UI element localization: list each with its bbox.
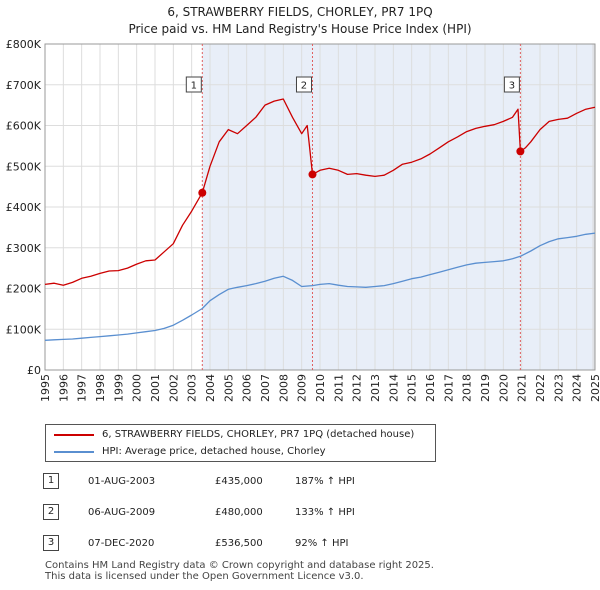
hpi-line [44, 232, 596, 341]
x-tick-label: 1997 [76, 374, 89, 402]
x-tick-label: 2010 [314, 374, 327, 402]
legend-swatch-hpi [54, 451, 94, 453]
sale-hpi-change: 133% ↑ HPI [295, 507, 355, 518]
sale-date: 01-AUG-2003 [88, 476, 156, 487]
price-paid-line [44, 98, 596, 286]
x-tick-label: 2016 [424, 374, 437, 402]
sale-marker-box [295, 76, 312, 93]
x-tick-label: 2004 [204, 374, 217, 402]
legend-label-price: 6, STRAWBERRY FIELDS, CHORLEY, PR7 1PQ (… [102, 429, 415, 440]
sale-date: 07-DEC-2020 [88, 538, 155, 549]
sale-point [198, 188, 207, 197]
x-tick-label: 2014 [387, 374, 400, 402]
sale-point [308, 170, 317, 179]
sale-point [516, 147, 525, 156]
x-tick-label: 2021 [516, 374, 529, 402]
y-tick-label: £800K [6, 38, 42, 51]
footer: Contains HM Land Registry data © Crown c… [45, 560, 434, 582]
sale-date: 06-AUG-2009 [88, 507, 156, 518]
legend-swatch-price [54, 434, 94, 436]
sale-number: 3 [43, 535, 59, 551]
sale-marker-label: 2 [301, 81, 307, 92]
x-tick-label: 2000 [131, 374, 144, 402]
y-tick-label: £700K [6, 79, 42, 92]
footer-licence: This data is licensed under the Open Gov… [45, 571, 364, 582]
y-tick-label: £600K [6, 120, 42, 133]
x-tick-label: 1999 [112, 374, 125, 402]
chart-title: 6, STRAWBERRY FIELDS, CHORLEY, PR7 1PQ P… [0, 4, 600, 38]
y-tick-label: £200K [6, 283, 42, 296]
x-tick-label: 2017 [442, 374, 455, 402]
title-line-1: 6, STRAWBERRY FIELDS, CHORLEY, PR7 1PQ [167, 5, 433, 19]
legend-label-hpi: HPI: Average price, detached house, Chor… [102, 446, 326, 457]
x-tick-label: 2023 [552, 374, 565, 402]
x-tick-label: 2009 [296, 374, 309, 402]
y-tick-label: £0 [27, 364, 41, 377]
x-tick-label: 2013 [369, 374, 382, 402]
sale-price: £480,000 [215, 507, 263, 518]
x-tick-label: 2024 [571, 374, 584, 402]
sale-hpi-change: 92% ↑ HPI [295, 538, 349, 549]
sale-number: 2 [43, 504, 59, 520]
sale-price: £435,000 [215, 476, 263, 487]
footer-copyright: Contains HM Land Registry data © Crown c… [45, 560, 434, 571]
sale-hpi-change: 187% ↑ HPI [295, 476, 355, 487]
y-tick-label: £400K [6, 201, 42, 214]
x-tick-label: 2019 [479, 374, 492, 402]
sale-marker-label: 1 [191, 81, 197, 92]
x-tick-label: 2025 [589, 374, 600, 402]
sale-price: £536,500 [215, 538, 263, 549]
x-tick-label: 2020 [497, 374, 510, 402]
sale-marker-label: 3 [509, 81, 515, 92]
x-tick-label: 2006 [241, 374, 254, 402]
y-tick-label: £300K [6, 242, 42, 255]
y-tick-label: £500K [6, 160, 42, 173]
x-tick-label: 2011 [332, 374, 345, 402]
x-tick-label: 1998 [94, 374, 107, 402]
x-tick-label: 2007 [259, 374, 272, 402]
x-tick-label: 2003 [186, 374, 199, 402]
x-tick-label: 1995 [39, 374, 52, 402]
price-chart: £0 £100K £200K £300K £400K £500K £600K £700K £80… [6, 38, 600, 402]
x-tick-label: 2022 [534, 374, 547, 402]
x-tick-label: 2018 [461, 374, 474, 402]
x-tick-label: 2012 [351, 374, 364, 402]
x-tick-label: 2002 [167, 374, 180, 402]
y-tick-label: £100K [6, 323, 42, 336]
x-tick-label: 2008 [277, 374, 290, 402]
x-tick-label: 2005 [222, 374, 235, 402]
plot-frame [44, 43, 596, 371]
x-tick-label: 2001 [149, 374, 162, 402]
sale-number: 1 [43, 473, 59, 489]
legend: 6, STRAWBERRY FIELDS, CHORLEY, PR7 1PQ (… [45, 424, 436, 462]
sale-marker-box [185, 76, 202, 93]
title-line-2: Price paid vs. HM Land Registry's House … [128, 22, 472, 36]
sale-marker-box [503, 76, 520, 93]
x-tick-label: 2015 [406, 374, 419, 402]
x-tick-label: 1996 [57, 374, 70, 402]
